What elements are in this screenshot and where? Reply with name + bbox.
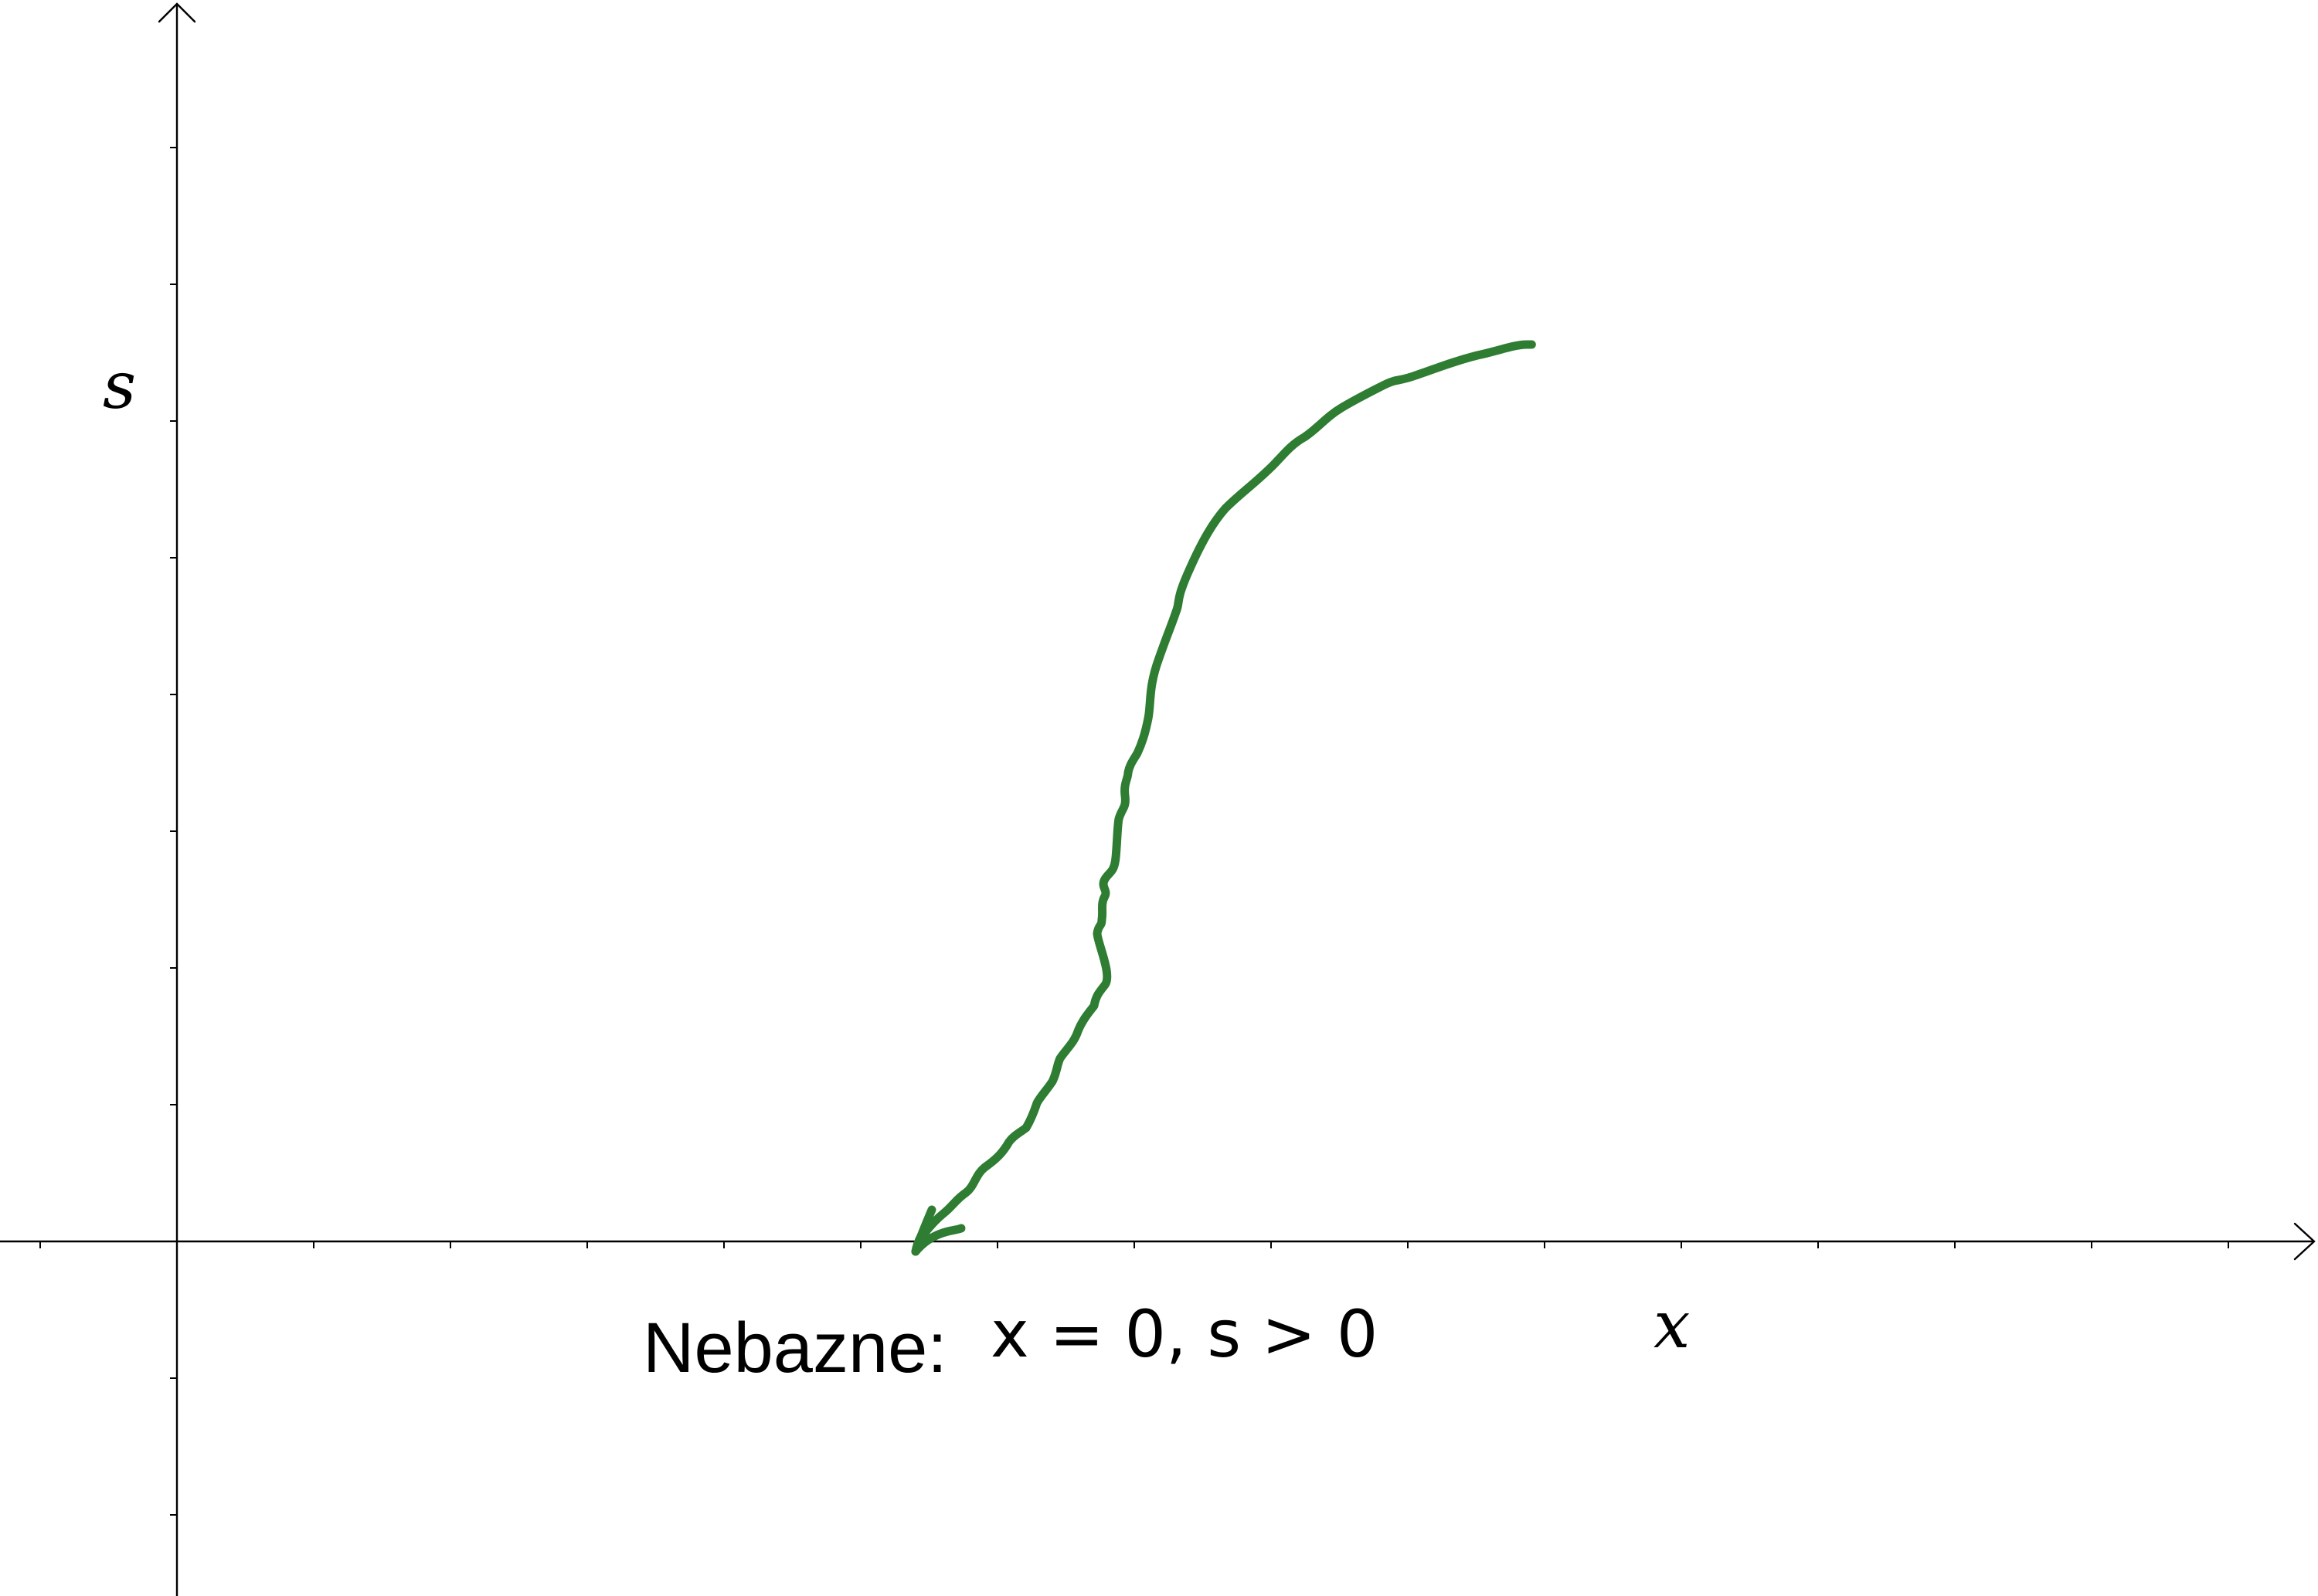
x-axis-label: x [1654, 1287, 1690, 1363]
y-axis-arrow-icon [158, 2, 196, 23]
x-axis [0, 1222, 2316, 1261]
x-axis-ticks [39, 1241, 2229, 1248]
y-axis-label: s [103, 348, 136, 423]
y-axis [158, 2, 196, 1596]
trajectory-curve [911, 340, 1536, 1256]
curve-arrowhead-right-icon [911, 1224, 966, 1256]
x-axis-arrow-icon [2293, 1222, 2316, 1261]
annotation-prefix: Nebazne: [643, 1309, 947, 1387]
annotation-condition: x = 0, s > 0 [991, 1296, 1378, 1372]
y-axis-ticks [170, 147, 177, 1516]
